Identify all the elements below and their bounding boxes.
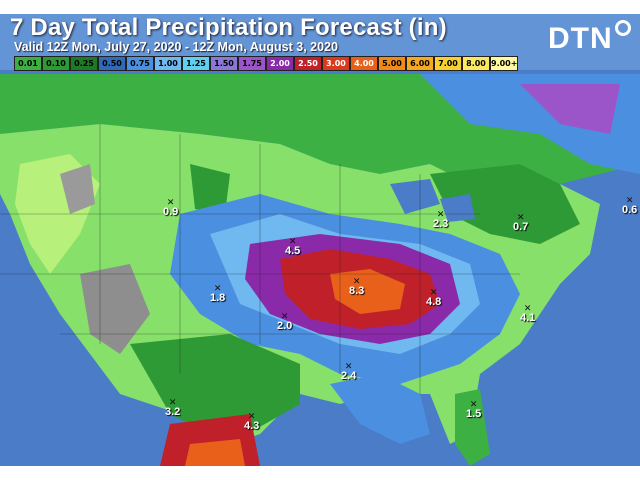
legend-swatch: 4.00 bbox=[350, 56, 378, 71]
marker-x-icon: ✕ bbox=[166, 197, 175, 207]
dtn-logo: DTN bbox=[548, 20, 631, 56]
logo-mark-icon bbox=[614, 20, 631, 36]
marker-x-icon: ✕ bbox=[280, 311, 289, 321]
marker-value: 2.0 bbox=[277, 320, 293, 332]
marker-value: 4.3 bbox=[244, 420, 260, 432]
marker-x-icon: ✕ bbox=[168, 397, 177, 407]
legend-swatch: 0.50 bbox=[98, 56, 126, 71]
forecast-marker: ✕ 0.6 bbox=[622, 195, 638, 217]
forecast-marker: ✕ 2.4 bbox=[341, 361, 357, 383]
forecast-marker: ✕ 1.8 bbox=[210, 283, 226, 305]
legend-swatch: 5.00 bbox=[378, 56, 406, 71]
forecast-marker: ✕ 4.5 bbox=[285, 236, 301, 258]
marker-value: 8.3 bbox=[349, 285, 365, 297]
marker-x-icon: ✕ bbox=[213, 283, 222, 293]
forecast-marker: ✕ 3.2 bbox=[165, 397, 181, 419]
marker-x-icon: ✕ bbox=[516, 212, 525, 222]
marker-x-icon: ✕ bbox=[523, 303, 532, 313]
forecast-marker: ✕ 4.1 bbox=[520, 303, 536, 325]
marker-value: 4.1 bbox=[520, 312, 536, 324]
marker-value: 2.4 bbox=[341, 370, 357, 382]
legend-swatch: 6.00 bbox=[406, 56, 434, 71]
marker-x-icon: ✕ bbox=[247, 411, 256, 421]
legend-swatch: 1.75 bbox=[238, 56, 266, 71]
marker-x-icon: ✕ bbox=[469, 399, 478, 409]
forecast-marker: ✕ 2.3 bbox=[433, 209, 449, 231]
marker-value: 2.3 bbox=[433, 218, 449, 230]
map-graphic bbox=[0, 14, 640, 466]
legend-swatch: 3.00 bbox=[322, 56, 350, 71]
legend-swatch: 9.00+ bbox=[490, 56, 518, 71]
legend-swatch: 0.01 bbox=[14, 56, 42, 71]
legend-swatch: 1.00 bbox=[154, 56, 182, 71]
precipitation-map bbox=[0, 14, 640, 466]
legend-swatch: 0.75 bbox=[126, 56, 154, 71]
marker-x-icon: ✕ bbox=[436, 209, 445, 219]
marker-value: 1.5 bbox=[466, 408, 482, 420]
color-legend: 0.01 0.10 0.25 0.50 0.75 1.00 1.25 1.50 … bbox=[14, 56, 518, 71]
marker-value: 4.8 bbox=[426, 296, 442, 308]
forecast-marker: ✕ 0.9 bbox=[163, 197, 179, 219]
forecast-marker: ✕ 1.5 bbox=[466, 399, 482, 421]
marker-x-icon: ✕ bbox=[288, 236, 297, 246]
forecast-marker: ✕ 4.3 bbox=[244, 411, 260, 433]
marker-value: 0.7 bbox=[513, 221, 529, 233]
marker-x-icon: ✕ bbox=[352, 276, 361, 286]
legend-swatch: 1.25 bbox=[182, 56, 210, 71]
marker-value: 3.2 bbox=[165, 406, 181, 418]
marker-value: 0.9 bbox=[163, 206, 179, 218]
marker-x-icon: ✕ bbox=[429, 287, 438, 297]
marker-x-icon: ✕ bbox=[625, 195, 634, 205]
legend-swatch: 8.00 bbox=[462, 56, 490, 71]
forecast-marker: ✕ 2.0 bbox=[277, 311, 293, 333]
marker-value: 1.8 bbox=[210, 292, 226, 304]
marker-value: 4.5 bbox=[285, 245, 301, 257]
marker-value: 0.6 bbox=[622, 204, 638, 216]
legend-swatch: 2.50 bbox=[294, 56, 322, 71]
legend-swatch: 0.25 bbox=[70, 56, 98, 71]
forecast-marker: ✕ 8.3 bbox=[349, 276, 365, 298]
legend-swatch: 7.00 bbox=[434, 56, 462, 71]
forecast-marker: ✕ 0.7 bbox=[513, 212, 529, 234]
legend-swatch: 1.50 bbox=[210, 56, 238, 71]
marker-x-icon: ✕ bbox=[344, 361, 353, 371]
map-title: 7 Day Total Precipitation Forecast (in) bbox=[10, 14, 447, 41]
legend-swatch: 0.10 bbox=[42, 56, 70, 71]
forecast-marker: ✕ 4.8 bbox=[426, 287, 442, 309]
map-subtitle: Valid 12Z Mon, July 27, 2020 - 12Z Mon, … bbox=[14, 40, 338, 54]
logo-text: DTN bbox=[548, 22, 613, 55]
legend-swatch: 2.00 bbox=[266, 56, 294, 71]
